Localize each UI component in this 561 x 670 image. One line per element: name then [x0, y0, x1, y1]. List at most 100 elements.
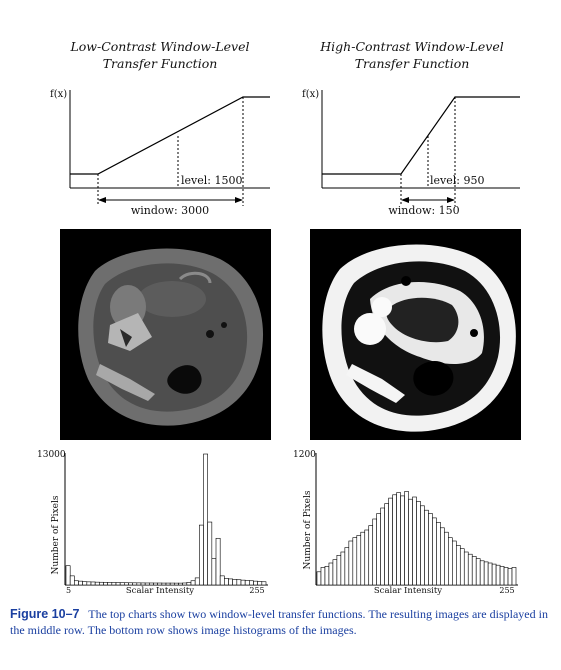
histogram-bar: [404, 491, 409, 586]
histogram-bar: [99, 581, 104, 586]
histogram-bar: [320, 567, 326, 586]
histogram-bar: [140, 582, 146, 586]
histogram-bar: [463, 551, 469, 586]
right-histogram: 1200 Number of Pixels Scalar Intensity 2…: [293, 450, 518, 596]
histogram-bar: [253, 580, 258, 586]
right-transfer-curve: [322, 96, 520, 175]
right-title-line-1: High-Contrast Window-Level: [320, 39, 504, 54]
histogram-bar: [388, 497, 393, 586]
histogram-bar: [207, 521, 213, 586]
histogram-bar: [190, 580, 196, 586]
caption-text: The top charts show two window-level tra…: [10, 607, 548, 637]
histogram-bar: [436, 521, 441, 586]
histogram-bar: [74, 580, 79, 586]
histogram-bar: [165, 582, 171, 586]
histogram-bar: [352, 537, 358, 586]
histogram-bar: [344, 547, 350, 586]
histogram-bar: [440, 527, 445, 586]
left-hist-bars: [65, 453, 267, 586]
histogram-bar: [360, 531, 366, 586]
right-transfer-function: f(x) level: 950 window: 150: [302, 89, 520, 217]
histogram-bar: [203, 453, 208, 586]
histogram-bar: [372, 518, 378, 586]
histogram-bar: [132, 582, 138, 586]
histogram-bar: [144, 582, 150, 586]
right-hist-ylabel: Number of Pixels: [303, 490, 313, 569]
histogram-bar: [495, 564, 501, 586]
histogram-bar: [511, 567, 517, 586]
low-contrast-ct-drawing: [78, 248, 264, 426]
histogram-bar: [182, 582, 188, 586]
left-window-label: window: 3000: [131, 204, 209, 217]
figure-caption: Figure 10–7 The top charts show two wind…: [10, 607, 550, 638]
histogram-bar: [215, 537, 221, 586]
left-hist-xtick-255: 255: [249, 586, 264, 595]
histogram-bar: [111, 582, 117, 586]
high-contrast-ct-image: [310, 229, 521, 440]
histogram-bar: [107, 582, 113, 586]
histogram-bar: [400, 495, 405, 586]
histogram-bar: [257, 581, 263, 586]
histogram-bar: [380, 507, 385, 586]
histogram-bar: [499, 565, 505, 586]
histogram-bar: [459, 548, 465, 586]
histogram-bar: [211, 558, 217, 586]
histogram-bar: [161, 582, 167, 586]
right-level-label: level: 950: [430, 174, 484, 187]
histogram-bar: [483, 561, 489, 586]
right-hist-bars: [316, 491, 517, 586]
histogram-bar: [153, 582, 158, 586]
histogram-bar: [328, 562, 334, 586]
histogram-bar: [78, 580, 83, 586]
histogram-bar: [124, 582, 129, 586]
histogram-bar: [244, 580, 250, 586]
left-hist-ylabel: Number of Pixels: [51, 495, 61, 574]
histogram-bar: [157, 582, 163, 586]
left-level-label: level: 1500: [181, 174, 242, 187]
histogram-bar: [224, 578, 229, 586]
histogram-bar: [491, 563, 497, 586]
histogram-bar: [128, 582, 133, 586]
histogram-bar: [219, 575, 225, 586]
left-transfer-curve: [70, 96, 270, 175]
right-window-label: window: 150: [388, 204, 459, 217]
histogram-bar: [452, 540, 457, 586]
histogram-bar: [479, 560, 485, 586]
histogram-bar: [340, 551, 346, 586]
histogram-bar: [232, 579, 238, 586]
histogram-bar: [396, 492, 401, 586]
histogram-bar: [336, 554, 342, 586]
histogram-bar: [249, 580, 254, 586]
histogram-bar: [471, 556, 477, 586]
histogram-bar: [376, 513, 381, 586]
histogram-bar: [115, 582, 121, 586]
histogram-bar: [420, 505, 425, 586]
histogram-bar: [199, 524, 204, 586]
histogram-bar: [332, 559, 338, 586]
low-contrast-ct-image: [60, 229, 271, 440]
histogram-bar: [94, 581, 100, 586]
histogram-bar: [356, 535, 362, 586]
histogram-bar: [186, 582, 192, 586]
histogram-bar: [475, 558, 481, 586]
histogram-bar: [432, 517, 437, 586]
caption-label: Figure 10–7: [10, 607, 80, 621]
histogram-bar: [507, 568, 513, 586]
high-contrast-ct-drawing: [322, 244, 516, 432]
histogram-bar: [384, 503, 389, 586]
left-chart-title: Low-Contrast Window-Level Transfer Funct…: [60, 38, 260, 72]
histogram-bar: [455, 545, 461, 586]
histogram-bar: [90, 581, 96, 586]
left-hist-xlabel: Scalar Intensity: [126, 586, 194, 596]
right-chart-title: High-Contrast Window-Level Transfer Func…: [312, 38, 512, 72]
histogram-bar: [467, 553, 473, 586]
histogram-bar: [174, 582, 179, 586]
histogram-bar: [408, 498, 413, 586]
histogram-bar: [136, 582, 142, 586]
histogram-bar: [444, 531, 449, 586]
right-hist-y-top-label: 1200: [293, 450, 316, 460]
histogram-bar: [448, 537, 453, 586]
histogram-bar: [487, 562, 493, 586]
histogram-bar: [364, 529, 370, 586]
